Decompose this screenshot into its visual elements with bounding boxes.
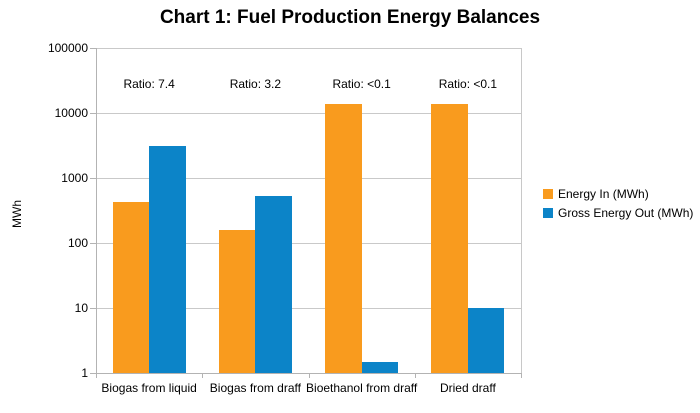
y-tick-mark	[90, 178, 96, 179]
y-gridline	[96, 48, 521, 49]
y-tick-label: 1000	[61, 171, 88, 185]
x-tick-mark	[309, 373, 310, 378]
ratio-annotation: Ratio: <0.1	[438, 77, 498, 91]
y-gridline	[96, 243, 521, 244]
legend-item: Gross Energy Out (MWh)	[543, 203, 693, 222]
plot-border-right	[521, 48, 522, 373]
legend-label: Gross Energy Out (MWh)	[558, 205, 694, 220]
ratio-annotation: Ratio: 7.4	[123, 77, 175, 91]
x-tick-mark	[415, 373, 416, 378]
y-gridline	[96, 113, 521, 114]
legend-label: Energy In (MWh)	[558, 186, 649, 201]
bar-energy-in-mwh	[218, 229, 256, 373]
y-tick-label: 10	[74, 301, 88, 315]
y-tick-mark	[90, 113, 96, 114]
bar-energy-in-mwh	[431, 103, 468, 373]
legend-item: Energy In (MWh)	[543, 184, 693, 203]
legend: Energy In (MWh) Gross Energy Out (MWh)	[543, 184, 693, 222]
bar-energy-in-mwh	[325, 103, 362, 373]
x-category-label: Biogas from draff	[209, 381, 301, 395]
legend-swatch-icon	[543, 188, 553, 199]
x-tick-mark	[202, 373, 203, 378]
bar-gross-energy-out-mwh	[255, 196, 292, 373]
chart-title: Chart 1: Fuel Production Energy Balances	[159, 7, 541, 28]
y-tick-label: 1	[81, 366, 88, 380]
bar-gross-energy-out-mwh	[467, 308, 505, 373]
y-axis-title: MWh	[10, 200, 24, 228]
x-tick-mark	[96, 373, 97, 378]
ratio-annotation: Ratio: 3.2	[229, 77, 282, 91]
y-tick-mark	[90, 308, 96, 309]
x-category-label: Dried draff	[439, 381, 496, 395]
y-gridline	[96, 178, 521, 179]
bar-energy-in-mwh	[112, 202, 150, 373]
y-tick-mark	[90, 373, 96, 374]
bar-gross-energy-out-mwh	[149, 146, 186, 373]
ratio-annotation: Ratio: <0.1	[332, 77, 391, 91]
x-category-label: Biogas from liquid	[101, 381, 197, 395]
y-tick-label: 100	[67, 236, 88, 250]
y-axis-line	[96, 48, 97, 373]
y-tick-mark	[90, 48, 96, 49]
legend-swatch-icon	[543, 207, 553, 218]
y-tick-mark	[90, 243, 96, 244]
x-tick-mark	[521, 373, 522, 378]
y-tick-label: 100000	[47, 41, 88, 55]
x-category-label: Bioethanol from draff	[306, 381, 418, 395]
y-gridline	[96, 308, 521, 309]
bar-gross-energy-out-mwh	[361, 361, 399, 373]
y-tick-label: 10000	[54, 106, 88, 120]
